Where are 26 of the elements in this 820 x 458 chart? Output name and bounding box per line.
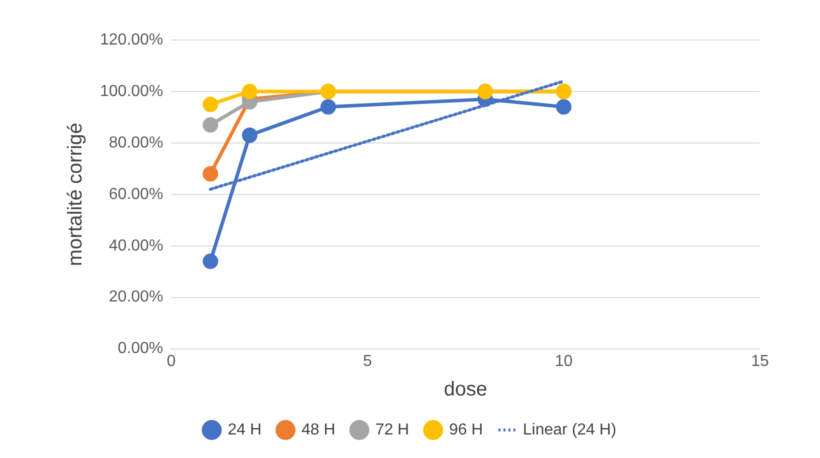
y-tick-label: 0.00% xyxy=(118,340,164,358)
x-tick-label: 10 xyxy=(554,352,573,370)
y-tick-label: 120.00% xyxy=(100,31,164,48)
y-axis-title: mortalité corrigé xyxy=(64,122,87,266)
point xyxy=(556,99,572,115)
x-tick-label: 0 xyxy=(166,352,176,370)
point xyxy=(202,96,218,112)
x-tick-label: 15 xyxy=(751,352,769,370)
point xyxy=(242,84,258,100)
y-tick-label: 20.00% xyxy=(108,288,164,306)
point xyxy=(202,166,218,182)
point xyxy=(320,99,336,115)
point xyxy=(202,117,218,133)
point xyxy=(242,127,258,143)
x-tick-label: 5 xyxy=(362,352,372,370)
point xyxy=(202,254,218,270)
legend-label: 48 H xyxy=(302,421,336,438)
y-tick-label: 40.00% xyxy=(108,237,164,254)
legend-label: 96 H xyxy=(449,421,483,438)
x-axis-title: dose xyxy=(444,378,488,401)
legend-label: 24 H xyxy=(228,421,262,438)
legend-label: 72 H xyxy=(375,421,410,438)
y-tick-label: 80.00% xyxy=(108,134,164,152)
legend-label: Linear (24 H) xyxy=(522,421,616,438)
y-tick-label: 60.00% xyxy=(108,186,164,203)
y-tick-label: 100.00% xyxy=(100,82,164,100)
